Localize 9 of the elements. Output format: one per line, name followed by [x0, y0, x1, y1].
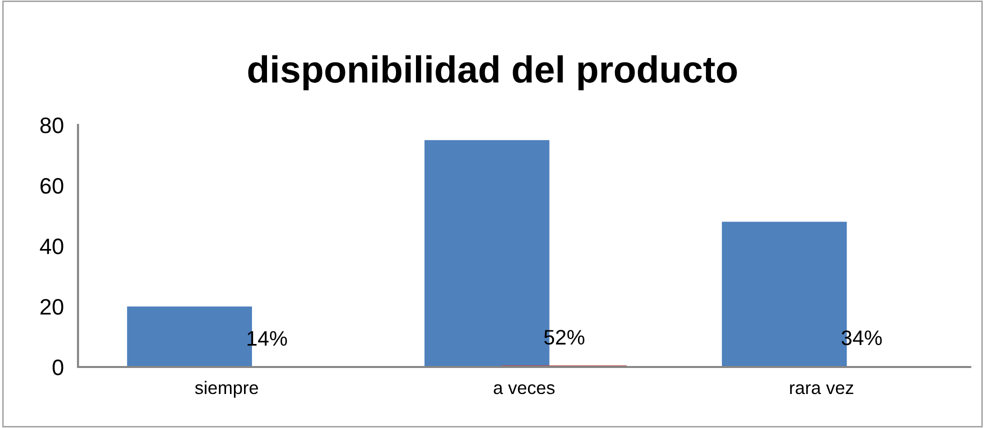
y-tick-label: 0 [52, 360, 64, 376]
x-tick-label: rara vez [790, 384, 854, 394]
y-tick-label: 60 [40, 178, 64, 194]
y-tick-label: 40 [40, 238, 64, 254]
y-tick-label: 80 [40, 118, 64, 134]
chart-title: disponibilidad del producto [248, 55, 737, 90]
x-tick-label: siempre [195, 380, 258, 398]
y-tick-label: 20 [40, 299, 64, 315]
x-tick-label: a veces [494, 384, 555, 394]
